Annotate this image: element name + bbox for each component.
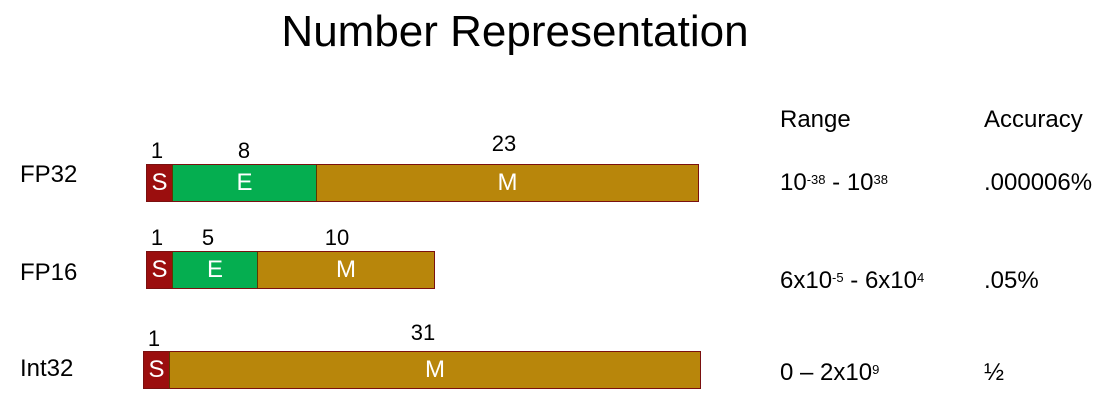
fp32-bit-layout-bar: S E M [146, 164, 699, 202]
fp32-range-base-high: 10 [846, 169, 874, 196]
fp32-range-exp-high: 38 [873, 172, 888, 187]
accuracy-header: Accuracy [984, 106, 1083, 133]
fp16-range-exp-low: -5 [832, 270, 844, 285]
fp32-exponent-bits: 8 [237, 138, 251, 163]
fp16-range-base-high: 6x10 [864, 267, 917, 294]
int32-accuracy: ½ [984, 359, 1005, 386]
int32-range: 0 – 2x109 [780, 358, 879, 388]
int32-sign-segment: S [144, 352, 169, 388]
fp16-sign-bits: 1 [150, 225, 164, 250]
int32-range-exp: 9 [872, 362, 880, 377]
fp16-sign-segment: S [147, 252, 172, 288]
fp32-sign-segment: S [147, 165, 172, 201]
fp16-range: 6x10-5 - 6x104 [780, 266, 924, 296]
fp32-mantissa-bits: 23 [491, 131, 517, 156]
fp16-range-separator: - [843, 267, 865, 294]
fp32-label: FP32 [20, 161, 78, 188]
int32-mantissa-segment: M [169, 352, 700, 388]
fp32-range-base-low: 10 [780, 169, 807, 196]
fp16-exponent-bits: 5 [201, 225, 215, 250]
fp32-mantissa-segment: M [316, 165, 698, 201]
fp32-sign-bits: 1 [150, 138, 164, 163]
fp32-exponent-segment: E [172, 165, 316, 201]
fp16-label: FP16 [20, 259, 78, 286]
fp16-range-base-low: 6x10 [780, 267, 833, 294]
page-title: Number Representation [281, 7, 749, 56]
fp32-range-exp-low: -38 [806, 172, 826, 187]
int32-range-base: 0 – 2x10 [780, 359, 873, 386]
fp16-exponent-segment: E [172, 252, 257, 288]
fp16-range-exp-high: 4 [916, 270, 925, 285]
int32-mantissa-bits: 31 [410, 320, 436, 345]
fp16-bit-layout-bar: S E M [146, 251, 435, 289]
fp32-range-separator: - [825, 169, 847, 196]
int32-bit-layout-bar: S M [143, 351, 701, 389]
range-header: Range [780, 106, 851, 133]
fp16-mantissa-segment: M [257, 252, 434, 288]
int32-label: Int32 [20, 355, 74, 382]
fp32-range: 10-38 - 1038 [780, 168, 888, 198]
fp16-mantissa-bits: 10 [324, 225, 350, 250]
fp16-accuracy: .05% [984, 267, 1039, 294]
int32-sign-bits: 1 [147, 326, 161, 351]
fp32-accuracy: .000006% [984, 169, 1093, 196]
